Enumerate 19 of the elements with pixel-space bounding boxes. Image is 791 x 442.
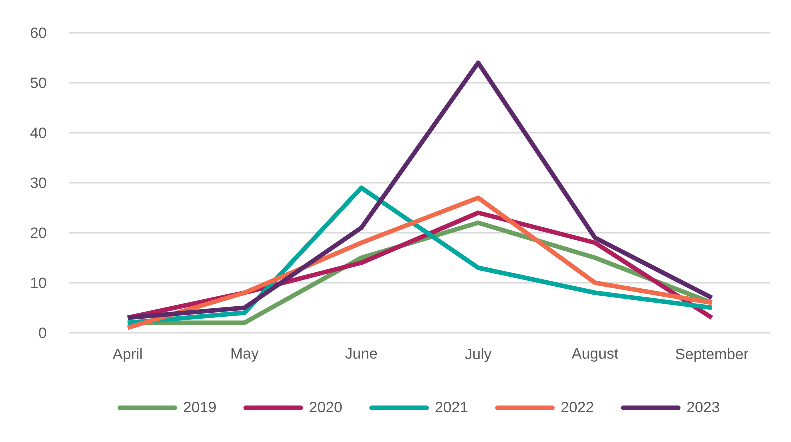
x-tick-label: June (346, 348, 378, 359)
line-series (126, 60, 714, 320)
legend-label: 2022 (562, 402, 594, 413)
y-tick-label: 10 (31, 278, 46, 288)
x-tick-label: April (112, 348, 142, 362)
x-tick-label: May (232, 348, 259, 362)
y-tick-label: 40 (30, 128, 46, 138)
y-tick-label: 0 (39, 328, 46, 338)
y-tick-label: 30 (30, 178, 46, 188)
y-tick-label: 60 (31, 28, 46, 38)
x-tick-label: September (676, 348, 749, 362)
legend-label: 2023 (688, 402, 720, 413)
x-tick-label: August (572, 348, 618, 362)
y-tick-label: 20 (31, 228, 46, 238)
x-tick-label: July (465, 348, 492, 362)
y-tick-label: 50 (30, 78, 46, 88)
legend-label: 2020 (310, 402, 342, 413)
legend-label: 2021 (436, 402, 468, 413)
legend-label: 2019 (184, 402, 216, 413)
